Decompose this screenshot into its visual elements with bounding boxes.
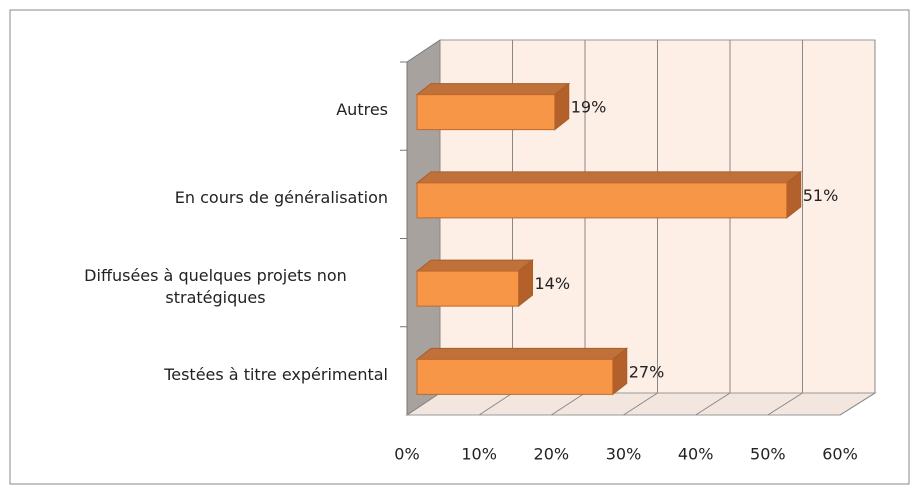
bar-face bbox=[415, 259, 534, 272]
value-label: 19% bbox=[571, 98, 607, 117]
category-text: En cours de généralisation bbox=[174, 188, 388, 208]
grid-line bbox=[767, 392, 803, 416]
bar-face bbox=[415, 347, 629, 360]
grid-line bbox=[839, 392, 876, 416]
bar-face bbox=[415, 171, 803, 184]
x-tick-label: 20% bbox=[534, 445, 570, 464]
x-tick-label: 40% bbox=[678, 445, 714, 464]
x-tick-label: 30% bbox=[606, 445, 642, 464]
bar bbox=[415, 82, 571, 131]
grid-line bbox=[406, 392, 441, 416]
bar-face bbox=[416, 94, 556, 131]
grid-line bbox=[695, 392, 731, 416]
value-label: 51% bbox=[803, 186, 839, 205]
bar bbox=[415, 347, 629, 396]
y-tick-label: Testées à titre expérimental bbox=[28, 364, 388, 386]
value-label: 14% bbox=[535, 274, 571, 293]
category-text: Diffusées à quelques projets non stratég… bbox=[84, 265, 347, 307]
grid-line bbox=[478, 392, 513, 416]
x-tick-label: 60% bbox=[822, 445, 858, 464]
y-tick-label: Diffusées à quelques projets non stratég… bbox=[28, 265, 388, 309]
bar bbox=[415, 170, 803, 219]
y-tick-label: En cours de généralisation bbox=[28, 187, 388, 209]
x-tick-label: 0% bbox=[394, 445, 419, 464]
y-tick-label: Autres bbox=[28, 99, 388, 121]
x-tick-label: 50% bbox=[750, 445, 786, 464]
grid-line bbox=[623, 392, 658, 416]
bar-face bbox=[416, 270, 519, 307]
grid-line bbox=[551, 392, 586, 416]
bar bbox=[415, 259, 534, 308]
value-label: 27% bbox=[629, 362, 665, 381]
bar-face bbox=[416, 358, 614, 395]
category-text: Autres bbox=[336, 100, 388, 120]
bar-face bbox=[415, 83, 571, 96]
category-text: Testées à titre expérimental bbox=[164, 364, 388, 384]
bar-face bbox=[416, 182, 788, 219]
x-tick-label: 10% bbox=[461, 445, 497, 464]
